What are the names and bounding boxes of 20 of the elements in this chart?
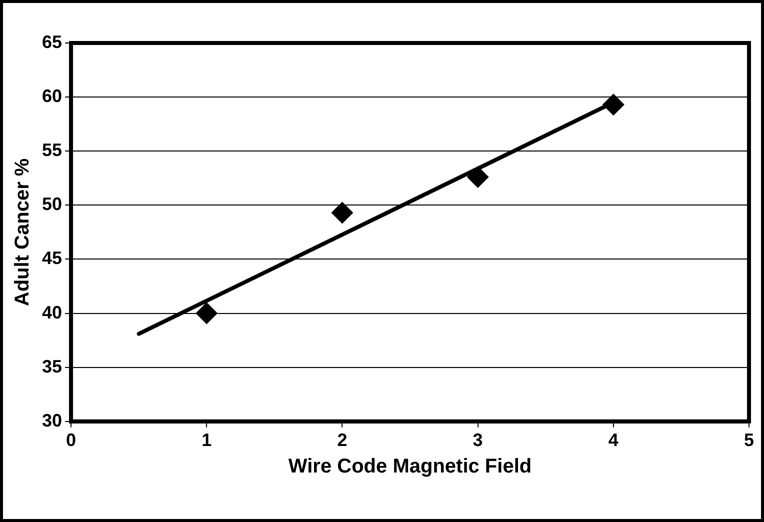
y-tick-label: 45 [42,248,62,268]
y-tick-label: 60 [42,86,62,106]
point [331,202,354,224]
x-axis-title: Wire Code Magnetic Field [288,456,532,478]
x-tick-label: 2 [337,430,348,450]
y-tick-label: 55 [42,140,62,160]
point [602,94,624,116]
y-tick-label: 30 [42,410,62,430]
y-tick-label: 50 [42,194,62,214]
y-axis-title: Adult Cancer % [12,158,34,306]
x-tick-label: 0 [66,430,76,450]
x-tick-label: 1 [202,430,212,450]
y-tick-label: 40 [42,302,62,322]
y-tick-label: 65 [42,32,62,52]
point [466,166,489,188]
x-tick-label: 5 [744,430,754,450]
x-tick-label: 4 [608,430,618,450]
point [196,302,218,324]
x-tick-label: 3 [472,430,483,450]
y-tick-label: 35 [42,356,62,376]
